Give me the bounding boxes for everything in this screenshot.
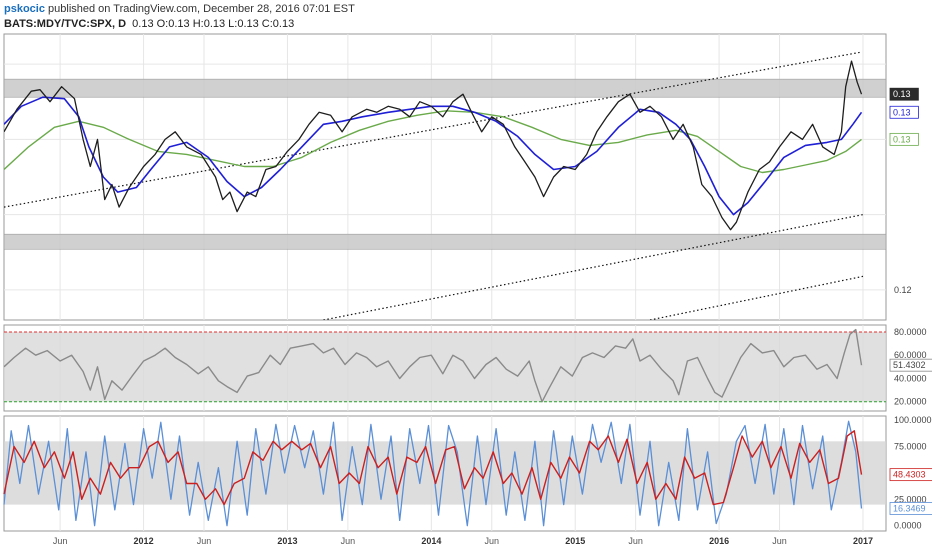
rsi-value-tag-box bbox=[889, 358, 932, 372]
stochastic-d-value-tag: 48.4303 bbox=[893, 470, 926, 480]
ma-slow-value-tag-box bbox=[889, 132, 919, 146]
price-y-tick-label: 0.12 bbox=[894, 285, 912, 295]
rsi-y-tick-label: 60.0000 bbox=[894, 350, 927, 360]
price-panel-frame bbox=[3, 33, 887, 321]
price-series-line bbox=[4, 60, 863, 231]
x-tick-label: Jun bbox=[485, 536, 500, 546]
slow-moving-average-line bbox=[4, 110, 862, 174]
price-value-tag: 0.13 bbox=[893, 89, 911, 99]
ohlc-values: 0.13 O:0.13 H:0.13 L:0.13 C:0.13 bbox=[132, 18, 295, 30]
support-resistance-band bbox=[3, 233, 887, 250]
rsi-line bbox=[3, 328, 863, 403]
x-tick-label: 2014 bbox=[421, 536, 441, 546]
trendline bbox=[649, 275, 864, 320]
stochastic-y-tick-label: 0.0000 bbox=[894, 521, 922, 531]
author-link[interactable]: pskocic bbox=[4, 3, 45, 15]
publish-info: pskocic published on TradingView.com, De… bbox=[4, 3, 355, 15]
x-tick-label: 2017 bbox=[853, 536, 873, 546]
stochastic-k-value-tag-box bbox=[889, 502, 932, 515]
trendline bbox=[4, 51, 862, 208]
rsi-value-tag: 51.4302 bbox=[893, 360, 926, 370]
rsi-y-tick-label: 40.0000 bbox=[894, 373, 927, 383]
ma-fast-value-tag-box bbox=[889, 105, 919, 119]
x-tick-label: Jun bbox=[197, 536, 212, 546]
publish-text: published on TradingView.com, December 2… bbox=[48, 3, 355, 15]
stochastic-d-line bbox=[3, 430, 863, 506]
rsi-y-tick-label: 80.0000 bbox=[894, 327, 927, 337]
trendline bbox=[323, 214, 864, 320]
x-tick-label: Jun bbox=[628, 536, 643, 546]
stochastic-y-tick-label: 25.0000 bbox=[894, 494, 927, 504]
stochastic-y-tick-label: 100.0000 bbox=[894, 415, 932, 425]
x-tick-label: 2012 bbox=[134, 536, 154, 546]
symbol-label: BATS:MDY/TVC:SPX, D bbox=[4, 18, 127, 30]
stochastic-y-tick-label: 75.0000 bbox=[894, 442, 927, 452]
rsi-band bbox=[4, 331, 886, 402]
x-tick-label: Jun bbox=[53, 536, 68, 546]
x-tick-label: 2016 bbox=[709, 536, 729, 546]
rsi-y-tick-label: 20.0000 bbox=[894, 397, 927, 407]
support-resistance-band bbox=[3, 78, 887, 98]
symbol-info: BATS:MDY/TVC:SPX, D 0.13 O:0.13 H:0.13 L… bbox=[4, 18, 294, 30]
x-tick-label: Jun bbox=[772, 536, 787, 546]
x-tick-label: 2015 bbox=[565, 536, 585, 546]
x-tick-label: 2013 bbox=[277, 536, 297, 546]
stochastic-d-value-tag-box bbox=[889, 468, 932, 482]
fast-moving-average-line bbox=[4, 96, 863, 216]
stochastic-k-value-tag: 16.3469 bbox=[893, 503, 926, 513]
price-value-tag-box bbox=[889, 87, 919, 101]
ma-fast-value-tag: 0.13 bbox=[893, 107, 911, 117]
x-tick-label: Jun bbox=[341, 536, 356, 546]
ma-slow-value-tag: 0.13 bbox=[893, 134, 911, 144]
